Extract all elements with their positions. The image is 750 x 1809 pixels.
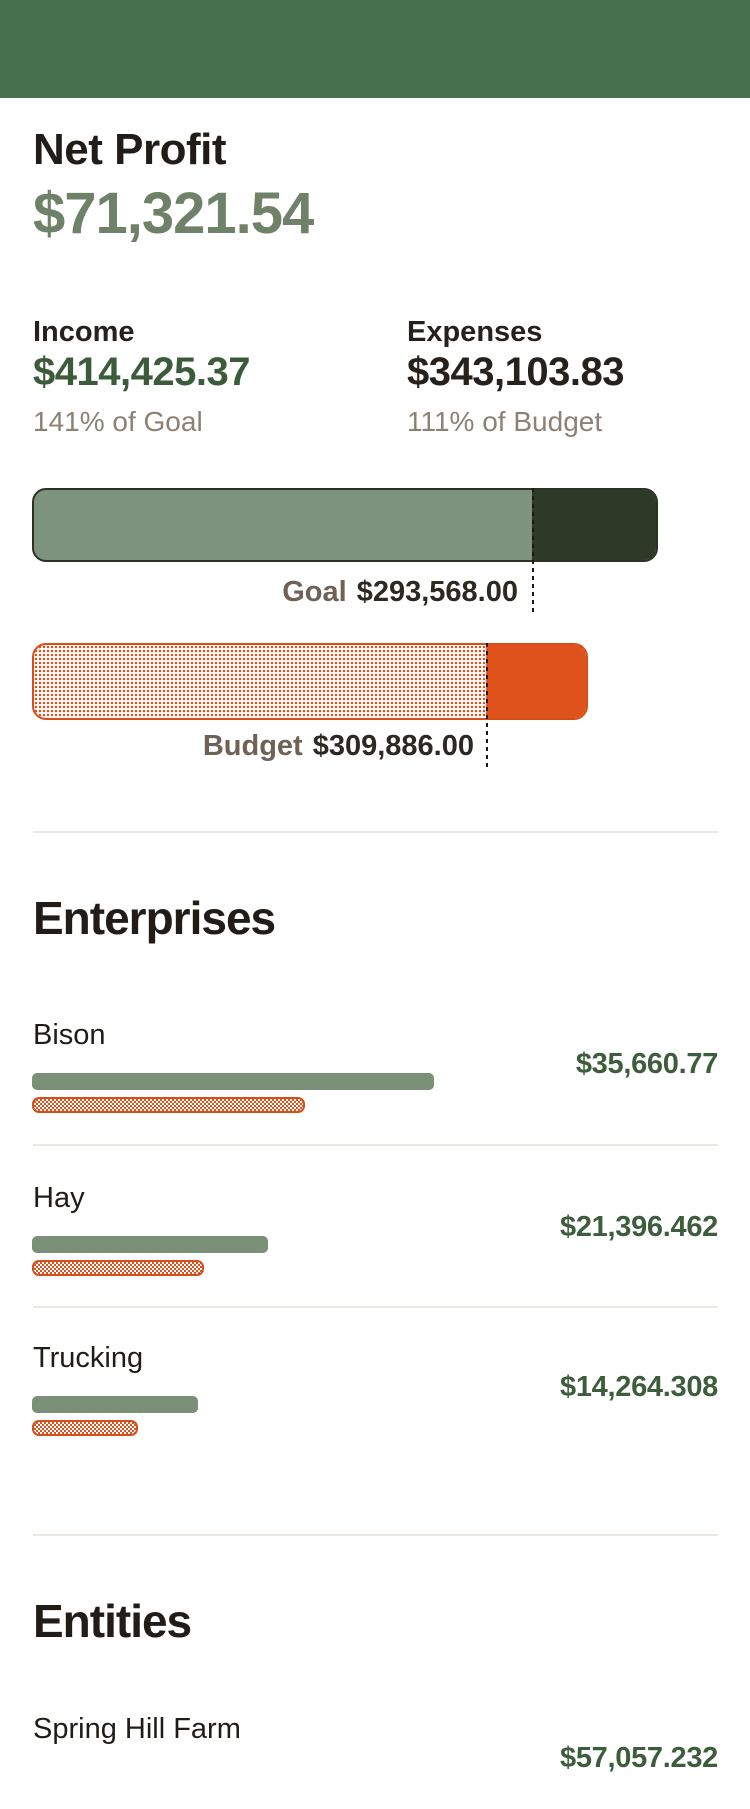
enterprise-name: Hay [33, 1182, 85, 1214]
budget-word: Budget [202, 730, 303, 762]
enterprise-row-trucking[interactable]: Trucking $14,264.308 [32, 1342, 718, 1438]
entity-row-spring-hill-farm[interactable]: Spring Hill Farm $57,057.232 [33, 1714, 718, 1809]
goal-amount: $293,568.00 [356, 576, 518, 608]
enterprise-row-hay[interactable]: Hay $21,396.462 [32, 1182, 718, 1278]
income-progress-bar [32, 488, 658, 562]
budget-marker-line [486, 643, 488, 769]
expense-progress-bar [32, 643, 588, 720]
income-overflow-segment [532, 490, 656, 560]
budget-amount: $309,886.00 [312, 730, 474, 762]
income-percent-of-goal: 141% of Goal [33, 406, 203, 437]
enterprise-income-bar [32, 1236, 268, 1253]
net-profit-value: $71,321.54 [33, 181, 314, 246]
section-divider [33, 831, 718, 833]
expenses-value: $343,103.83 [407, 350, 624, 394]
entities-section-title: Entities [33, 1595, 192, 1647]
income-label: Income [33, 316, 135, 348]
entity-name: Spring Hill Farm [33, 1713, 241, 1745]
enterprise-row-bison[interactable]: Bison $35,660.77 [32, 1019, 718, 1115]
app-header-bar [0, 0, 750, 98]
entity-value: $57,057.232 [560, 1742, 718, 1774]
enterprise-value: $14,264.308 [560, 1371, 718, 1403]
enterprise-value: $35,660.77 [575, 1048, 718, 1080]
enterprise-expense-bar [32, 1260, 204, 1276]
enterprise-income-bar [32, 1073, 434, 1090]
net-profit-label: Net Profit [33, 125, 227, 174]
enterprise-income-bar [32, 1396, 198, 1413]
budget-marker-label: Budget $309,886.00 [203, 732, 474, 761]
goal-word: Goal [282, 576, 347, 608]
enterprises-section-title: Enterprises [33, 892, 276, 944]
enterprise-expense-bar [32, 1420, 138, 1436]
expenses-percent-of-budget: 111% of Budget [407, 406, 603, 437]
enterprise-name: Bison [33, 1019, 106, 1051]
expenses-label: Expenses [407, 316, 543, 348]
goal-marker-line [532, 488, 534, 612]
enterprise-expense-bar [32, 1097, 305, 1113]
row-divider [33, 1534, 718, 1536]
income-value: $414,425.37 [33, 350, 250, 394]
enterprise-value: $21,396.462 [560, 1211, 718, 1243]
expense-overflow-segment [486, 645, 586, 718]
goal-marker-label: Goal $293,568.00 [282, 578, 518, 607]
row-divider [33, 1144, 718, 1146]
row-divider [33, 1306, 718, 1308]
enterprise-name: Trucking [33, 1342, 144, 1374]
